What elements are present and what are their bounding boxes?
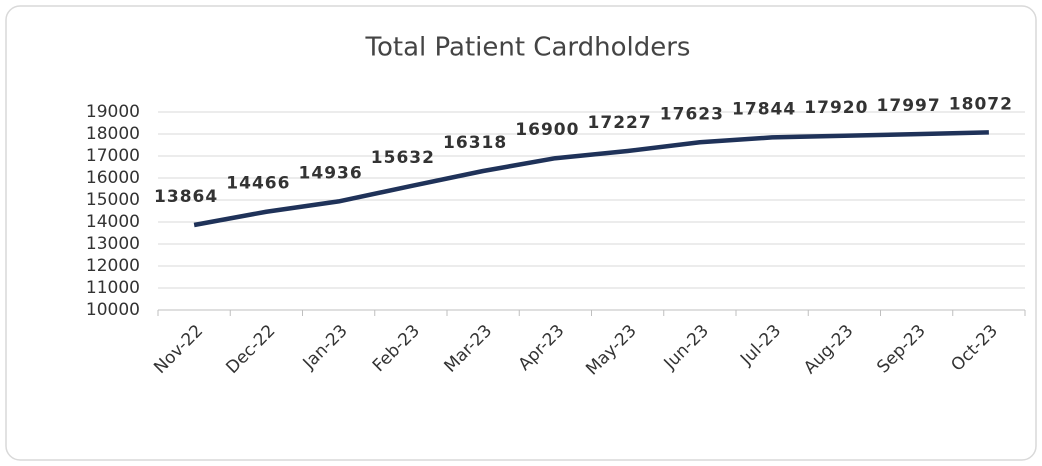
data-label: 17997	[877, 96, 941, 116]
line-series	[193, 130, 989, 228]
chart-border	[5, 5, 1037, 461]
data-label: 17227	[588, 113, 652, 133]
data-label: 17844	[732, 99, 796, 119]
data-label: 17920	[804, 98, 868, 118]
y-tick-label: 10000	[86, 300, 140, 320]
y-tick-label: 12000	[86, 256, 140, 276]
data-label: 13864	[154, 187, 218, 207]
y-tick-label: 16000	[86, 168, 140, 188]
y-tick-label: 18000	[86, 124, 140, 144]
data-label: 14466	[226, 174, 290, 194]
data-label: 17623	[660, 104, 724, 124]
data-label: 14936	[299, 163, 363, 183]
y-tick-label: 17000	[86, 146, 140, 166]
data-label: 16900	[515, 120, 579, 140]
y-tick-label: 14000	[86, 212, 140, 232]
y-tick-label: 15000	[86, 190, 140, 210]
data-label: 15632	[371, 148, 435, 168]
y-tick-label: 19000	[86, 102, 140, 122]
y-tick-label: 11000	[86, 278, 140, 298]
data-label: 18072	[949, 94, 1013, 114]
y-tick-label: 13000	[86, 234, 140, 254]
data-label: 16318	[443, 133, 507, 153]
chart-title: Total Patient Cardholders	[365, 33, 691, 63]
